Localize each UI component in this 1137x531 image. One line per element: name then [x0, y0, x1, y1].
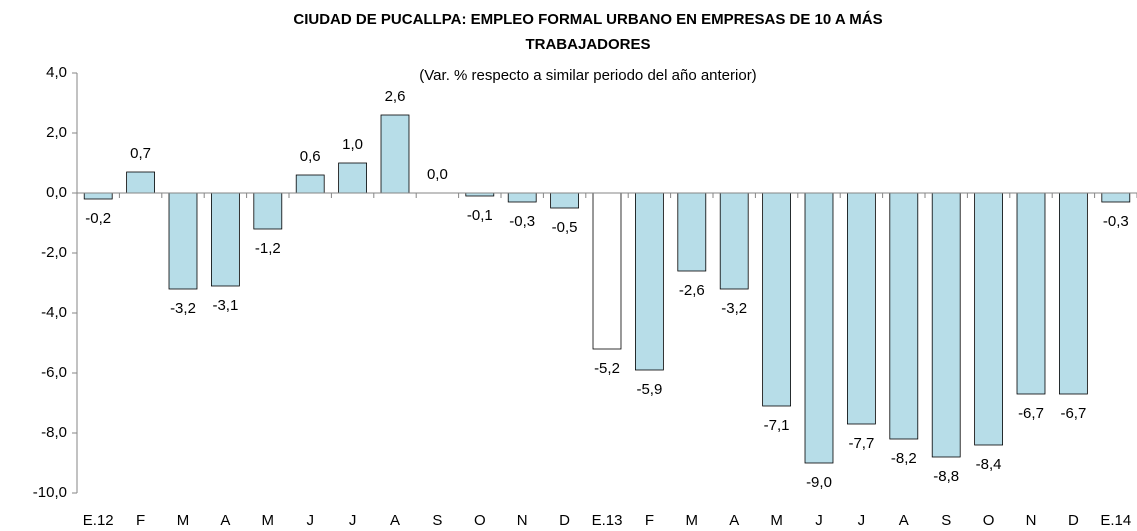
value-label: -8,4 — [976, 456, 1002, 473]
x-tick-label: J — [858, 512, 866, 529]
bar — [126, 171, 155, 194]
bar — [550, 192, 579, 209]
value-label: -1,2 — [255, 240, 281, 257]
x-tick-label: D — [1068, 512, 1079, 529]
x-tick-label: M — [262, 512, 275, 529]
value-label: -6,7 — [1060, 405, 1086, 422]
bar — [211, 192, 240, 287]
x-tick-label: O — [983, 512, 995, 529]
bar — [635, 192, 664, 371]
value-label: -0,5 — [552, 219, 578, 236]
x-tick-label: N — [517, 512, 528, 529]
bar — [677, 192, 707, 272]
x-tick-label: S — [941, 512, 951, 529]
bar — [847, 192, 876, 425]
value-label: 2,6 — [385, 88, 406, 105]
value-label: -7,1 — [764, 417, 790, 434]
x-tick-label: S — [432, 512, 442, 529]
value-label: -0,1 — [467, 207, 493, 224]
value-label: -0,2 — [85, 210, 111, 227]
value-label: -7,7 — [848, 435, 874, 452]
bar — [295, 174, 325, 194]
value-label: -9,0 — [806, 474, 832, 491]
bar — [338, 162, 367, 194]
x-tick-label: A — [390, 512, 400, 529]
x-tick-label: A — [729, 512, 739, 529]
y-tick-label: 2,0 — [46, 124, 67, 141]
value-label: -0,3 — [1103, 213, 1129, 230]
value-label: -3,2 — [721, 300, 747, 317]
bar — [931, 192, 961, 458]
value-label: -6,7 — [1018, 405, 1044, 422]
x-tick-label: E.14 — [1100, 512, 1131, 529]
y-tick-label: -6,0 — [41, 364, 67, 381]
x-tick-label: M — [686, 512, 699, 529]
value-label: 0,0 — [427, 166, 448, 183]
x-tick-label: M — [770, 512, 783, 529]
x-tick-label: E.13 — [592, 512, 623, 529]
x-tick-label: M — [177, 512, 190, 529]
x-tick-label: A — [899, 512, 909, 529]
bar — [83, 192, 113, 200]
value-label: -8,8 — [933, 468, 959, 485]
bar — [974, 192, 1003, 446]
bar — [168, 192, 198, 290]
x-tick-label: J — [306, 512, 314, 529]
value-label: -5,9 — [636, 381, 662, 398]
chart-title: CIUDAD DE PUCALLPA: EMPLEO FORMAL URBANO… — [293, 11, 882, 28]
x-tick-label: E.12 — [83, 512, 114, 529]
bar — [889, 192, 919, 440]
bar — [592, 192, 622, 350]
bar — [762, 192, 791, 407]
y-tick-label: 0,0 — [46, 184, 67, 201]
y-tick-label: -2,0 — [41, 244, 67, 261]
x-tick-label: J — [815, 512, 823, 529]
value-label: 0,6 — [300, 148, 321, 165]
x-tick-label: F — [136, 512, 145, 529]
bar — [804, 192, 834, 464]
y-tick-label: -8,0 — [41, 424, 67, 441]
bar — [719, 192, 749, 290]
value-label: -8,2 — [891, 450, 917, 467]
value-label: 1,0 — [342, 136, 363, 153]
y-tick-label: -10,0 — [33, 484, 67, 501]
value-label: -5,2 — [594, 360, 620, 377]
y-tick-label: -4,0 — [41, 304, 67, 321]
bar — [1059, 192, 1088, 395]
x-tick-label: O — [474, 512, 486, 529]
chart-subtitle: (Var. % respecto a similar periodo del a… — [419, 67, 756, 84]
x-tick-label: F — [645, 512, 654, 529]
value-label: -3,1 — [212, 297, 238, 314]
x-tick-label: D — [559, 512, 570, 529]
x-tick-label: A — [220, 512, 230, 529]
value-label: -2,6 — [679, 282, 705, 299]
bar — [1101, 192, 1131, 203]
value-label: -3,2 — [170, 300, 196, 317]
value-label: 0,7 — [130, 145, 151, 162]
x-tick-label: N — [1026, 512, 1037, 529]
bar — [507, 192, 537, 203]
x-tick-label: J — [349, 512, 357, 529]
value-label: -0,3 — [509, 213, 535, 230]
bar — [380, 114, 410, 194]
bar — [253, 192, 283, 230]
y-tick-label: 4,0 — [46, 64, 67, 81]
bar — [1016, 192, 1046, 395]
chart-title: TRABAJADORES — [525, 36, 650, 53]
